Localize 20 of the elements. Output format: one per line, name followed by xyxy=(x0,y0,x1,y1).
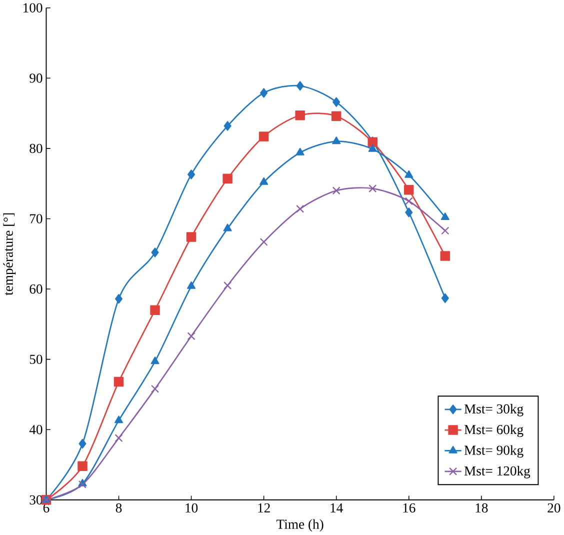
x-axis-title: Time (h) xyxy=(276,519,324,532)
y-tick-label: 100 xyxy=(24,3,42,13)
legend-label: Mst= 120kg xyxy=(464,466,530,478)
y-tick-label: 50 xyxy=(30,354,42,364)
x-tick-label: 8 xyxy=(116,503,122,513)
x-tick-label: 20 xyxy=(548,503,560,513)
y-axis-title: température [°] xyxy=(3,213,16,296)
legend-label: Mst= 30kg xyxy=(464,404,524,416)
x-tick-label: 16 xyxy=(403,503,416,513)
legend-label: Mst= 60kg xyxy=(464,424,524,438)
y-tick-label: 80 xyxy=(30,144,42,154)
legend-label: Mst= 90kg xyxy=(464,445,524,458)
y-tick-label: 70 xyxy=(30,214,42,224)
y-tick-label: 90 xyxy=(30,74,42,83)
x-tick-label: 12 xyxy=(258,503,270,512)
x-tick-label: 18 xyxy=(476,503,488,513)
y-tick-label: 60 xyxy=(30,284,42,294)
y-tick-label: 40 xyxy=(29,425,42,434)
x-tick-label: 10 xyxy=(186,503,198,513)
x-tick-label: 14 xyxy=(330,503,343,512)
